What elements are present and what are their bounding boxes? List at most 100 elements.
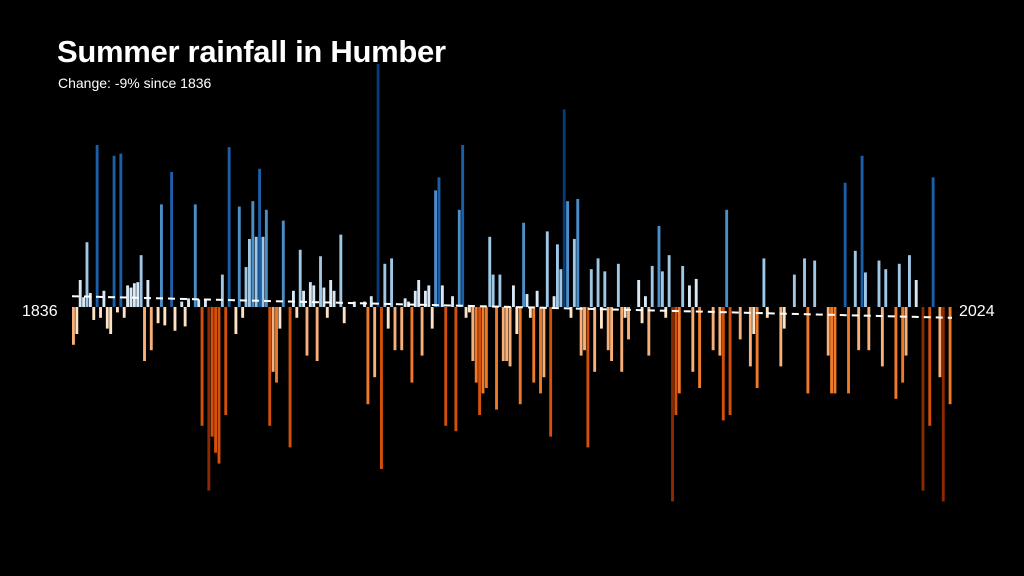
rainfall-bar	[440, 285, 444, 307]
rainfall-bar	[149, 307, 153, 351]
rainfall-bar	[305, 307, 309, 356]
rainfall-bar	[390, 258, 394, 307]
rainfall-bar	[525, 294, 529, 307]
rainfall-bar	[901, 307, 905, 383]
rainfall-bar	[691, 307, 695, 372]
rainfall-bar	[833, 307, 837, 394]
rainfall-bar	[376, 64, 380, 307]
rainfall-bar	[295, 307, 299, 318]
rainfall-bar	[264, 209, 268, 307]
rainfall-bar	[725, 209, 729, 307]
rainfall-bar	[271, 307, 275, 372]
rainfall-bar	[603, 271, 607, 307]
rainfall-bar	[512, 285, 515, 307]
rainfall-bar	[674, 307, 678, 415]
rainfall-bar	[498, 274, 502, 307]
rainfall-bar	[122, 307, 126, 318]
rainfall-bar	[75, 307, 79, 334]
rainfall-bar	[92, 307, 96, 320]
rainfall-bar	[596, 258, 600, 307]
rainfall-bar	[187, 298, 190, 307]
rainfall-bar	[72, 307, 75, 345]
rainfall-bar	[627, 307, 630, 340]
rainfall-bar	[738, 307, 742, 340]
rainfall-bar	[921, 307, 925, 491]
rainfall-bar	[897, 263, 901, 307]
rainfall-bar	[589, 269, 593, 307]
rainfall-bar	[941, 307, 945, 502]
rainfall-bar	[109, 307, 113, 334]
rainfall-bar	[522, 222, 526, 307]
rainfall-bar	[278, 307, 282, 329]
rainfall-bar	[667, 255, 671, 307]
rainfall-bar	[562, 109, 566, 307]
rainfall-bar	[420, 307, 424, 356]
rainfall-bar	[329, 280, 333, 307]
rainfall-bar	[424, 290, 427, 307]
rainfall-bar	[556, 244, 559, 307]
rainfall-bar	[640, 307, 644, 324]
rainfall-bar	[292, 290, 295, 307]
rainfall-bar	[119, 153, 123, 307]
rainfall-bar	[417, 280, 421, 307]
rainfall-bar	[518, 307, 522, 405]
rainfall-bar	[728, 307, 732, 415]
rainfall-bar	[275, 307, 278, 383]
rainfall-bar	[393, 307, 397, 351]
rainfall-bar	[931, 177, 935, 307]
rainfall-bar	[532, 307, 536, 383]
rainfall-bar	[528, 307, 532, 318]
x-end-label: 2024	[959, 303, 995, 320]
rainfall-bar	[748, 307, 752, 367]
rainfall-bar	[373, 307, 377, 378]
rainfall-bar	[88, 292, 92, 307]
rainfall-bar	[495, 307, 498, 410]
rainfall-bar	[383, 263, 387, 307]
rainfall-bar	[559, 269, 563, 307]
rainfall-bar	[193, 204, 197, 307]
rainfall-bar	[545, 231, 549, 307]
rainfall-bar	[366, 307, 370, 405]
rainfall-bar	[857, 307, 861, 351]
rainfall-bar	[826, 307, 830, 356]
rainfall-bar	[241, 307, 245, 318]
rainfall-bar	[552, 296, 556, 307]
rainfall-bar	[904, 307, 908, 356]
rainfall-bar	[660, 271, 664, 307]
rainfall-bar	[457, 209, 461, 307]
rainfall-bar	[606, 307, 610, 351]
rainfall-bar	[569, 307, 573, 318]
rainfall-bar	[237, 206, 241, 307]
rainfall-bar	[549, 307, 553, 437]
rainfall-bar	[227, 147, 231, 307]
rainfall-bar	[170, 172, 174, 307]
rainfall-bar	[339, 234, 343, 307]
rainfall-bar	[146, 280, 150, 307]
rainfall-bar	[914, 280, 918, 307]
rainfall-bar	[129, 287, 133, 307]
rainfall-bar	[860, 155, 864, 307]
rainfall-bar	[491, 274, 495, 307]
rainfall-bar	[180, 301, 184, 307]
rainfall-bar	[380, 307, 383, 469]
rainfall-bar	[718, 307, 722, 356]
rainfall-bar	[779, 307, 783, 367]
rainfall-bar	[593, 307, 597, 372]
rainfall-bar	[515, 307, 519, 334]
rainfall-bar	[352, 301, 356, 307]
rainfall-bar	[894, 307, 898, 399]
rainfall-bar	[132, 283, 136, 307]
rainfall-bar	[95, 145, 99, 307]
rainfall-bar	[342, 307, 346, 324]
rainfall-bar	[583, 307, 586, 351]
rainfall-bar	[82, 297, 86, 307]
rainfall-bar	[410, 307, 414, 383]
rainfall-bar	[197, 299, 201, 307]
rainfall-bar	[430, 307, 434, 329]
rainfall-bar	[677, 307, 681, 394]
rainfall-bar	[566, 201, 570, 307]
rainfall-bar	[312, 285, 316, 307]
rainfall-bar	[248, 238, 251, 307]
rainfall-bar	[454, 307, 458, 432]
